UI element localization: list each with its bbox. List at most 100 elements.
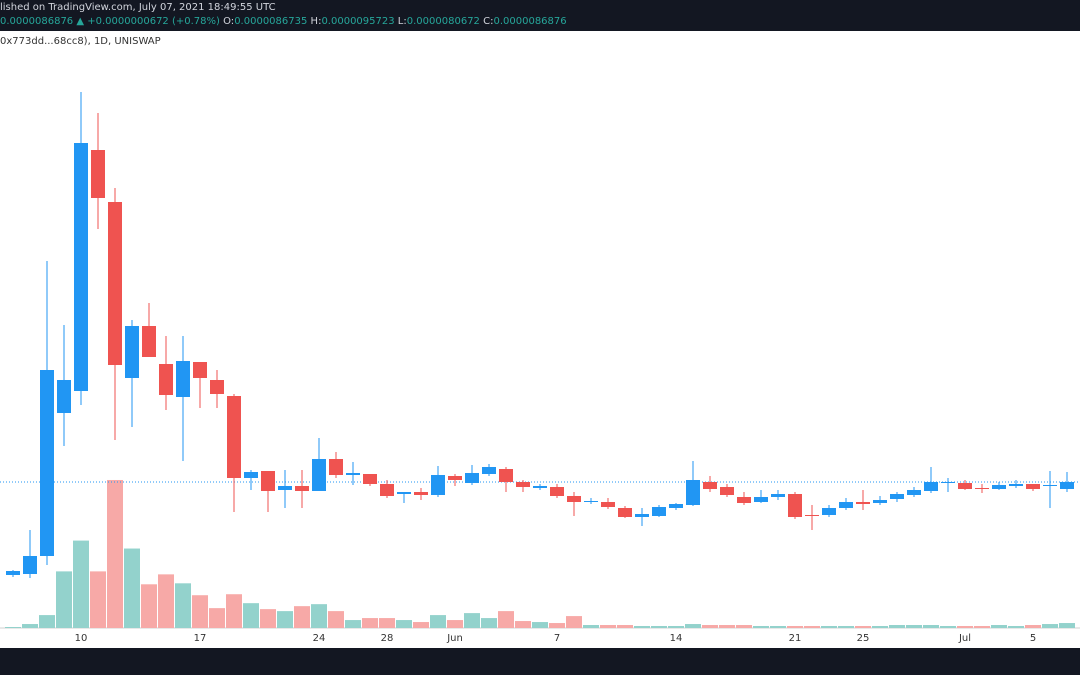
ohlc-line: 0.0000086876 ▲ +0.0000000672 (+0.78%) O:… xyxy=(0,16,567,27)
change: +0.0000000672 (+0.78%) xyxy=(87,16,220,27)
candle-body xyxy=(499,469,513,482)
candle-body xyxy=(856,502,870,504)
x-tick-label: 14 xyxy=(670,633,683,644)
footer-bar xyxy=(0,648,1080,675)
volume-bar xyxy=(974,626,990,628)
candle-body xyxy=(669,504,683,508)
candle-body xyxy=(312,459,326,491)
candle-body xyxy=(924,482,938,491)
volume-bar xyxy=(430,615,446,628)
volume-bar xyxy=(39,615,55,628)
candle-body xyxy=(295,486,309,491)
candle-body xyxy=(414,492,428,495)
volume-bar xyxy=(906,625,922,628)
volume-bar xyxy=(770,626,786,628)
candle-body xyxy=(890,494,904,499)
volume-bar xyxy=(464,613,480,628)
volume-bar xyxy=(515,621,531,628)
candle-body xyxy=(431,475,445,495)
candle-body xyxy=(720,487,734,495)
candle-body xyxy=(635,514,649,517)
o-value: 0.0000086735 xyxy=(234,16,308,27)
volume-bar xyxy=(821,626,837,628)
x-tick-label: 10 xyxy=(75,633,88,644)
volume-bar xyxy=(532,622,548,628)
volume-bar xyxy=(583,625,599,628)
candle-body xyxy=(601,502,615,507)
header-bar: lished on TradingView.com, July 07, 2021… xyxy=(0,0,1080,31)
volume-bar xyxy=(634,626,650,628)
candle-body xyxy=(958,483,972,489)
volume-bar xyxy=(1042,624,1058,628)
candle-body xyxy=(686,480,700,505)
volume-bar xyxy=(855,626,871,628)
candle-body xyxy=(448,476,462,480)
volume-bar xyxy=(362,618,378,628)
volume-bar xyxy=(1025,625,1041,628)
x-tick-label: Jul xyxy=(958,633,971,644)
volume-bar xyxy=(957,626,973,628)
candle-body xyxy=(227,396,241,478)
candle-body xyxy=(108,202,122,365)
volume-bar xyxy=(175,583,191,628)
volume-bar xyxy=(736,625,752,628)
candle-body xyxy=(771,494,785,497)
volume-bar xyxy=(209,608,225,628)
volume-bar xyxy=(5,627,21,628)
candle-body xyxy=(363,474,377,484)
l-label: L: xyxy=(397,16,407,27)
candle-body xyxy=(533,486,547,488)
candle-body xyxy=(788,494,802,517)
candle-body xyxy=(278,486,292,490)
volume-bar xyxy=(498,611,514,628)
volume-bar xyxy=(940,626,956,628)
candle-body xyxy=(40,370,54,556)
volume-bar xyxy=(685,624,701,628)
volume-bar xyxy=(124,548,140,628)
o-label: O: xyxy=(223,16,235,27)
candle-body xyxy=(1026,484,1040,489)
candle-body xyxy=(159,364,173,395)
volume-bar xyxy=(379,618,395,628)
candle-body xyxy=(941,482,955,483)
candle-body xyxy=(244,472,258,478)
c-value: 0.0000086876 xyxy=(493,16,567,27)
volume-bar xyxy=(260,609,276,628)
volume-bar xyxy=(566,616,582,628)
candle-body xyxy=(1009,484,1023,486)
volume-bar xyxy=(226,594,242,628)
published: lished on TradingView.com, July 07, 2021… xyxy=(0,2,276,13)
volume-bar xyxy=(345,620,361,628)
symbol: 0x773dd...68cc8), 1D, UNISWAP xyxy=(0,36,161,47)
x-tick-label: 5 xyxy=(1030,633,1036,644)
volume-bar xyxy=(549,623,565,628)
volume-bar xyxy=(396,620,412,628)
volume-bar xyxy=(600,625,616,628)
volume-bar xyxy=(889,625,905,628)
x-tick-label: Jun xyxy=(446,633,463,644)
x-tick-label: 24 xyxy=(313,633,326,644)
c-label: C: xyxy=(483,16,494,27)
volume-bar xyxy=(787,626,803,628)
candle-body xyxy=(142,326,156,357)
h-value: 0.0000095723 xyxy=(321,16,395,27)
candle-body xyxy=(652,507,666,516)
candle-body xyxy=(839,502,853,508)
volume-bar xyxy=(719,625,735,628)
candle-body xyxy=(703,482,717,489)
candle-body xyxy=(57,380,71,413)
volume-bar xyxy=(651,626,667,628)
volume-bar xyxy=(991,625,1007,628)
candle-body xyxy=(210,380,224,394)
volume-bar xyxy=(1008,626,1024,628)
volume-bar xyxy=(753,626,769,628)
volume-bar xyxy=(617,625,633,628)
candle-body xyxy=(6,571,20,575)
x-tick-label: 17 xyxy=(194,633,207,644)
candle-body xyxy=(873,500,887,503)
candle-body xyxy=(91,150,105,198)
candle-body xyxy=(380,484,394,496)
volume-bar xyxy=(158,574,174,628)
h-label: H: xyxy=(310,16,322,27)
